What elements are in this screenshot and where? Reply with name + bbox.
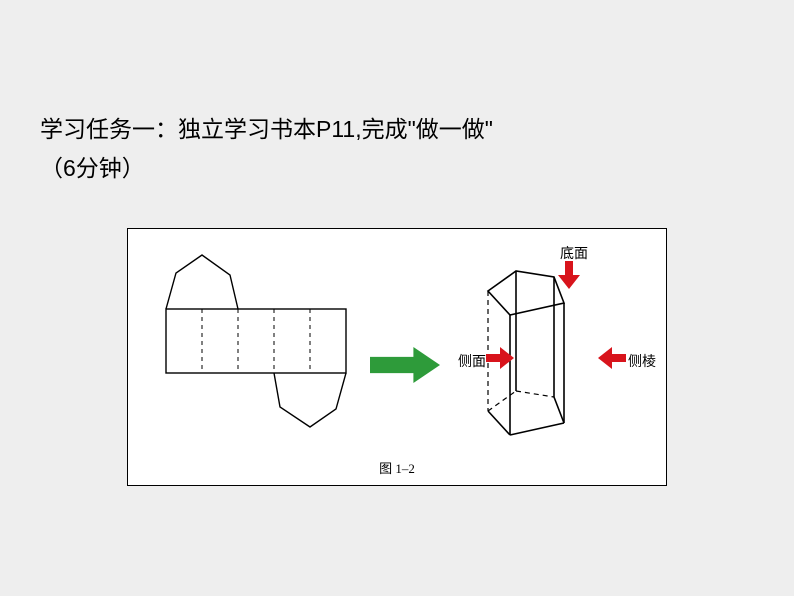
red-arrow-left-icon xyxy=(598,347,628,371)
label-side-face: 侧面 xyxy=(458,351,486,371)
figure-panel: 底面 侧面 侧棱 图 1–2 xyxy=(127,228,667,486)
task-text: 学习任务一：独立学习书本P11,完成"做一做" （6分钟） xyxy=(40,110,600,188)
red-arrow-down-icon xyxy=(558,261,582,291)
label-top-face: 底面 xyxy=(560,243,588,263)
red-arrow-right-icon xyxy=(486,347,516,371)
task-line-2: （6分钟） xyxy=(40,149,600,188)
prism-net-diagram xyxy=(146,249,366,439)
fold-arrow-icon xyxy=(370,347,450,387)
figure-caption: 图 1–2 xyxy=(128,458,666,477)
task-line-1: 学习任务一：独立学习书本P11,完成"做一做" xyxy=(40,110,600,149)
label-side-edge: 侧棱 xyxy=(628,351,656,371)
